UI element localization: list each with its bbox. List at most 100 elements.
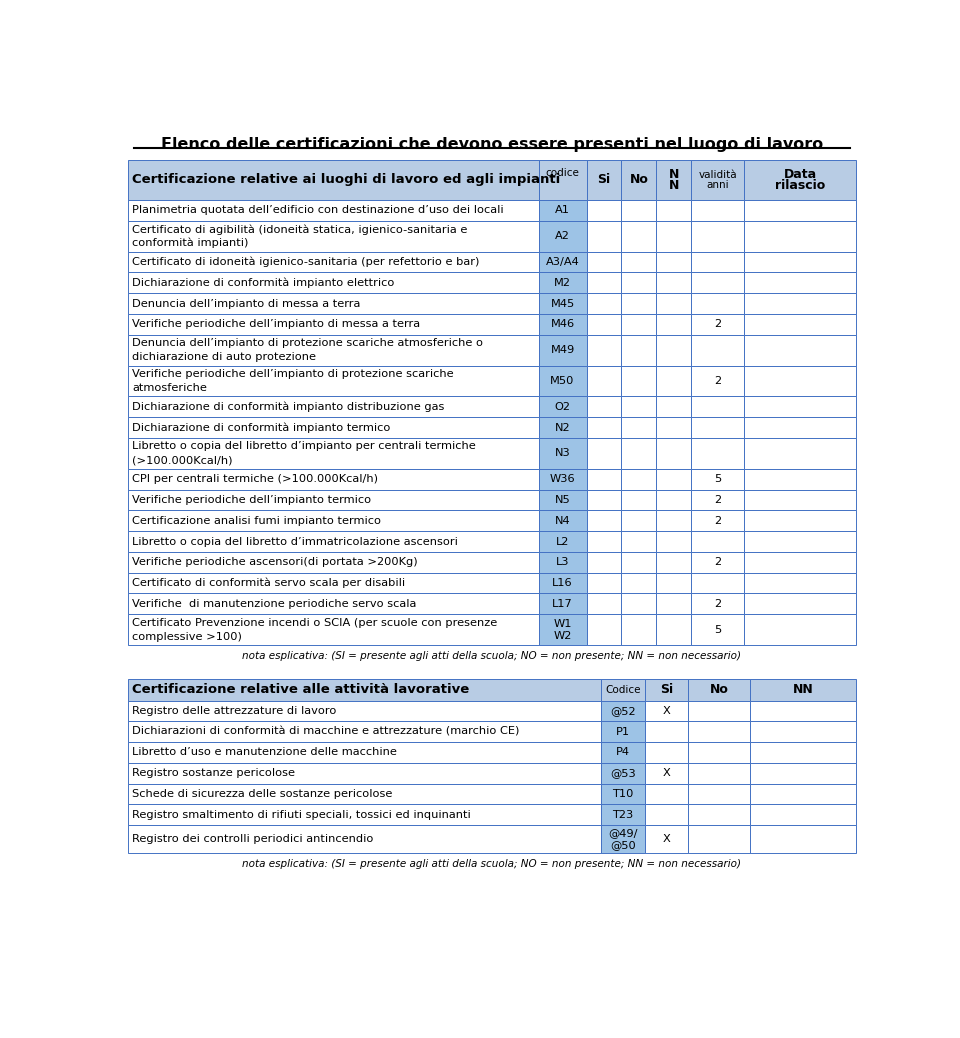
- FancyBboxPatch shape: [691, 490, 744, 511]
- FancyBboxPatch shape: [128, 531, 539, 552]
- FancyBboxPatch shape: [657, 221, 691, 251]
- FancyBboxPatch shape: [621, 490, 657, 511]
- FancyBboxPatch shape: [539, 160, 587, 200]
- Text: 5: 5: [714, 474, 721, 484]
- Text: N4: N4: [555, 516, 570, 525]
- FancyBboxPatch shape: [657, 293, 691, 313]
- FancyBboxPatch shape: [744, 573, 856, 594]
- Text: validità: validità: [698, 169, 737, 180]
- Text: A3/A4: A3/A4: [545, 257, 580, 267]
- FancyBboxPatch shape: [128, 438, 539, 469]
- FancyBboxPatch shape: [744, 531, 856, 552]
- FancyBboxPatch shape: [691, 573, 744, 594]
- FancyBboxPatch shape: [128, 469, 539, 490]
- FancyBboxPatch shape: [744, 160, 856, 200]
- Text: L2: L2: [556, 537, 569, 547]
- Text: Registro smaltimento di rifiuti speciali, tossici ed inquinanti: Registro smaltimento di rifiuti speciali…: [132, 810, 471, 820]
- Text: Certificazione relative alle attività lavorative: Certificazione relative alle attività la…: [132, 683, 469, 696]
- Text: X: X: [663, 768, 671, 778]
- FancyBboxPatch shape: [128, 293, 539, 313]
- FancyBboxPatch shape: [587, 313, 621, 335]
- Text: W36: W36: [550, 474, 575, 484]
- FancyBboxPatch shape: [539, 490, 587, 511]
- FancyBboxPatch shape: [645, 784, 688, 804]
- Text: rilascio: rilascio: [775, 179, 826, 192]
- Text: Elenco delle certificazioni che devono essere presenti nel luogo di lavoro: Elenco delle certificazioni che devono e…: [161, 137, 823, 152]
- Text: M45: M45: [550, 299, 575, 308]
- FancyBboxPatch shape: [688, 804, 750, 825]
- Text: conformità impianti): conformità impianti): [132, 238, 249, 248]
- FancyBboxPatch shape: [688, 701, 750, 721]
- Text: atmosferiche: atmosferiche: [132, 383, 207, 393]
- FancyBboxPatch shape: [587, 490, 621, 511]
- FancyBboxPatch shape: [744, 200, 856, 221]
- FancyBboxPatch shape: [539, 221, 587, 251]
- FancyBboxPatch shape: [750, 679, 856, 701]
- FancyBboxPatch shape: [128, 701, 601, 721]
- Text: M46: M46: [550, 320, 575, 329]
- Text: Verifiche  di manutenzione periodiche servo scala: Verifiche di manutenzione periodiche ser…: [132, 599, 417, 609]
- FancyBboxPatch shape: [744, 594, 856, 614]
- Text: Registro dei controlli periodici antincendio: Registro dei controlli periodici antince…: [132, 835, 373, 844]
- FancyBboxPatch shape: [744, 335, 856, 365]
- FancyBboxPatch shape: [744, 365, 856, 397]
- FancyBboxPatch shape: [587, 469, 621, 490]
- FancyBboxPatch shape: [539, 469, 587, 490]
- Text: Certificato di conformità servo scala per disabili: Certificato di conformità servo scala pe…: [132, 578, 405, 589]
- FancyBboxPatch shape: [691, 160, 744, 200]
- FancyBboxPatch shape: [539, 200, 587, 221]
- FancyBboxPatch shape: [621, 160, 657, 200]
- FancyBboxPatch shape: [601, 825, 645, 853]
- FancyBboxPatch shape: [744, 293, 856, 313]
- Text: Certificazione analisi fumi impianto termico: Certificazione analisi fumi impianto ter…: [132, 516, 381, 525]
- FancyBboxPatch shape: [691, 293, 744, 313]
- FancyBboxPatch shape: [691, 614, 744, 645]
- FancyBboxPatch shape: [691, 417, 744, 438]
- FancyBboxPatch shape: [691, 531, 744, 552]
- Text: T10: T10: [612, 789, 634, 799]
- FancyBboxPatch shape: [601, 742, 645, 763]
- FancyBboxPatch shape: [128, 804, 601, 825]
- FancyBboxPatch shape: [688, 742, 750, 763]
- FancyBboxPatch shape: [750, 804, 856, 825]
- FancyBboxPatch shape: [657, 160, 691, 200]
- FancyBboxPatch shape: [128, 397, 539, 417]
- FancyBboxPatch shape: [744, 313, 856, 335]
- Text: Codice: Codice: [605, 685, 640, 694]
- FancyBboxPatch shape: [744, 438, 856, 469]
- Text: 2: 2: [714, 376, 721, 386]
- FancyBboxPatch shape: [657, 490, 691, 511]
- Text: Registro delle attrezzature di lavoro: Registro delle attrezzature di lavoro: [132, 706, 337, 716]
- FancyBboxPatch shape: [621, 313, 657, 335]
- Text: Dichiarazione di conformità impianto elettrico: Dichiarazione di conformità impianto ele…: [132, 277, 395, 288]
- FancyBboxPatch shape: [657, 417, 691, 438]
- Text: No: No: [630, 173, 648, 187]
- FancyBboxPatch shape: [744, 511, 856, 531]
- FancyBboxPatch shape: [691, 511, 744, 531]
- FancyBboxPatch shape: [587, 438, 621, 469]
- Text: 2: 2: [714, 599, 721, 609]
- FancyBboxPatch shape: [688, 784, 750, 804]
- FancyBboxPatch shape: [744, 490, 856, 511]
- FancyBboxPatch shape: [688, 679, 750, 701]
- FancyBboxPatch shape: [587, 511, 621, 531]
- FancyBboxPatch shape: [645, 825, 688, 853]
- Text: dichiarazione di auto protezione: dichiarazione di auto protezione: [132, 352, 317, 362]
- FancyBboxPatch shape: [688, 763, 750, 784]
- FancyBboxPatch shape: [621, 511, 657, 531]
- FancyBboxPatch shape: [128, 272, 539, 293]
- Text: 2: 2: [714, 495, 721, 504]
- Text: complessive >100): complessive >100): [132, 631, 242, 641]
- Text: Data: Data: [783, 168, 817, 181]
- Text: nota esplicativa: (SI = presente agli atti della scuola; NO = non presente; NN =: nota esplicativa: (SI = presente agli at…: [243, 651, 741, 661]
- FancyBboxPatch shape: [539, 417, 587, 438]
- FancyBboxPatch shape: [657, 365, 691, 397]
- FancyBboxPatch shape: [128, 742, 601, 763]
- Text: Denuncia dell’impianto di messa a terra: Denuncia dell’impianto di messa a terra: [132, 299, 361, 308]
- FancyBboxPatch shape: [539, 335, 587, 365]
- Text: 2: 2: [714, 516, 721, 525]
- FancyBboxPatch shape: [539, 293, 587, 313]
- Text: N: N: [668, 179, 679, 192]
- Text: @52: @52: [611, 706, 636, 716]
- Text: NN: NN: [793, 683, 813, 696]
